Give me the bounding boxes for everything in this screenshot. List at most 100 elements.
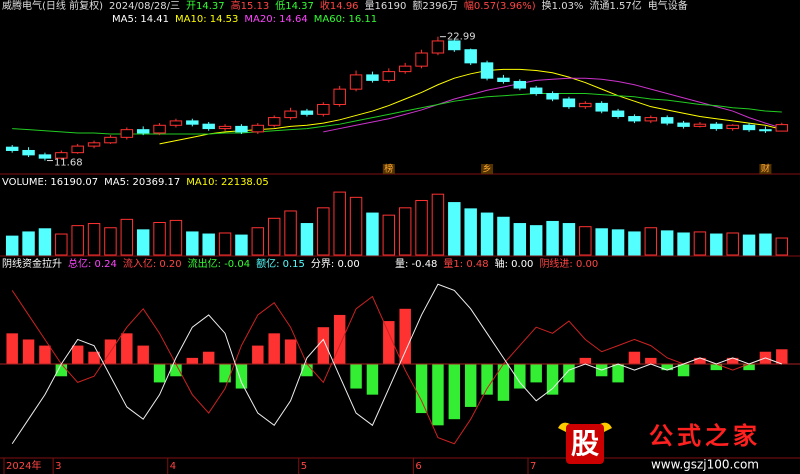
indicator-bar [71,345,84,364]
watermark: 股 公式之家 www.gszj100.com [558,422,759,472]
indicator-bar [514,364,526,389]
header-item: 威腾电气(日线 前复权) [2,1,103,12]
candle-body [169,120,183,126]
annotation: 乡 [483,164,492,175]
legend-item: 量1: 0.48 [443,259,489,270]
indicator-bar [55,364,68,377]
header-item: 收14.96 [319,1,359,12]
legend-item: 轴: 0.00 [494,259,534,270]
line [159,68,782,145]
header-item: 额2396万 [412,1,458,12]
candle-body [349,74,363,90]
candle-body [611,110,625,118]
volume-bar [71,225,84,256]
volume-bar [660,230,674,256]
indicator-bar [301,364,313,377]
x-tick-label: 6 [415,461,421,472]
candle-body [660,117,674,124]
legend-item: 流出亿: -0.04 [187,259,251,270]
candle-body [5,146,19,151]
indicator-bar [6,333,18,364]
line [12,93,782,135]
indicator-bar [661,364,673,371]
indicator-bar [710,364,723,371]
volume-bar [38,228,52,256]
candle-body [480,62,494,79]
candle-body [693,123,707,127]
candle-body [38,154,52,159]
indicator-bar [252,345,264,364]
volume-bar [169,219,183,256]
indicator-bar [317,327,330,364]
candle-body [677,122,690,127]
indicator-bar [39,345,51,364]
volume-bar [186,231,199,256]
volume-bar [693,231,707,256]
legend-item: 阴线资金拉升 [2,259,62,270]
candle-body [71,145,84,154]
volume-bar [284,210,297,256]
legend-item: 阴线进: 0.00 [539,259,599,270]
indicator-bar [170,364,182,377]
volume-bar [22,231,35,256]
indicator-bar [88,351,100,364]
volume-bar [611,229,625,256]
volume-bar [448,202,461,256]
line [11,283,782,445]
candle-body [300,110,314,115]
site-url: www.gszj100.com [651,458,759,472]
candle-body [398,65,412,73]
volume-bar [398,207,412,256]
legend-item: VOLUME: 16190.07 [2,177,99,188]
indicator-bar [350,364,362,389]
header-item: 幅0.57(3.96%) [463,1,536,12]
volume-bar [759,233,772,256]
candle-body [513,80,527,89]
volume-bar [415,199,428,256]
indicator-bar [432,364,444,426]
candle-body [415,52,428,67]
candle-body [284,110,297,119]
volume-bar [349,196,363,256]
volume-bar [464,208,477,256]
volume-bar [366,212,379,256]
legend-item: MA20: 14.64 [244,14,308,25]
volume-bar [202,233,215,256]
volume-bar [546,220,559,256]
candle-body [235,125,248,133]
indicator-bar [415,364,428,414]
indicator-bar [235,364,248,389]
volume-bar [382,214,396,256]
candle-body [267,117,281,126]
header-item: 换1.03% [541,1,584,12]
candle-body [153,124,166,134]
volume-bar [497,216,510,256]
indicator-bar [268,333,280,364]
volume-bar [595,228,608,256]
candle-body [775,124,789,132]
candle-body [22,149,35,156]
indicator-bar [694,357,706,364]
legend-item: 分界: 0.00 [310,259,360,270]
indicator-bar [399,308,411,364]
volume-bar [677,232,690,256]
legend-item: 总亿: 0.24 [68,259,117,270]
candle-body [104,136,117,144]
candle-body [595,102,608,112]
indicator-bar [579,357,592,364]
candle-body [202,123,215,130]
candle-body [317,103,330,115]
low-label: 11.68 [54,158,83,169]
volume-bar [726,232,739,256]
indicator-bar [121,333,133,364]
logo-box [566,424,604,464]
candle-body [546,93,559,100]
line [11,290,782,445]
volume-bar [251,227,265,256]
volume-bar [87,223,101,256]
candle-body [186,120,199,125]
volume-bar [480,212,494,256]
candle-body [136,129,150,134]
